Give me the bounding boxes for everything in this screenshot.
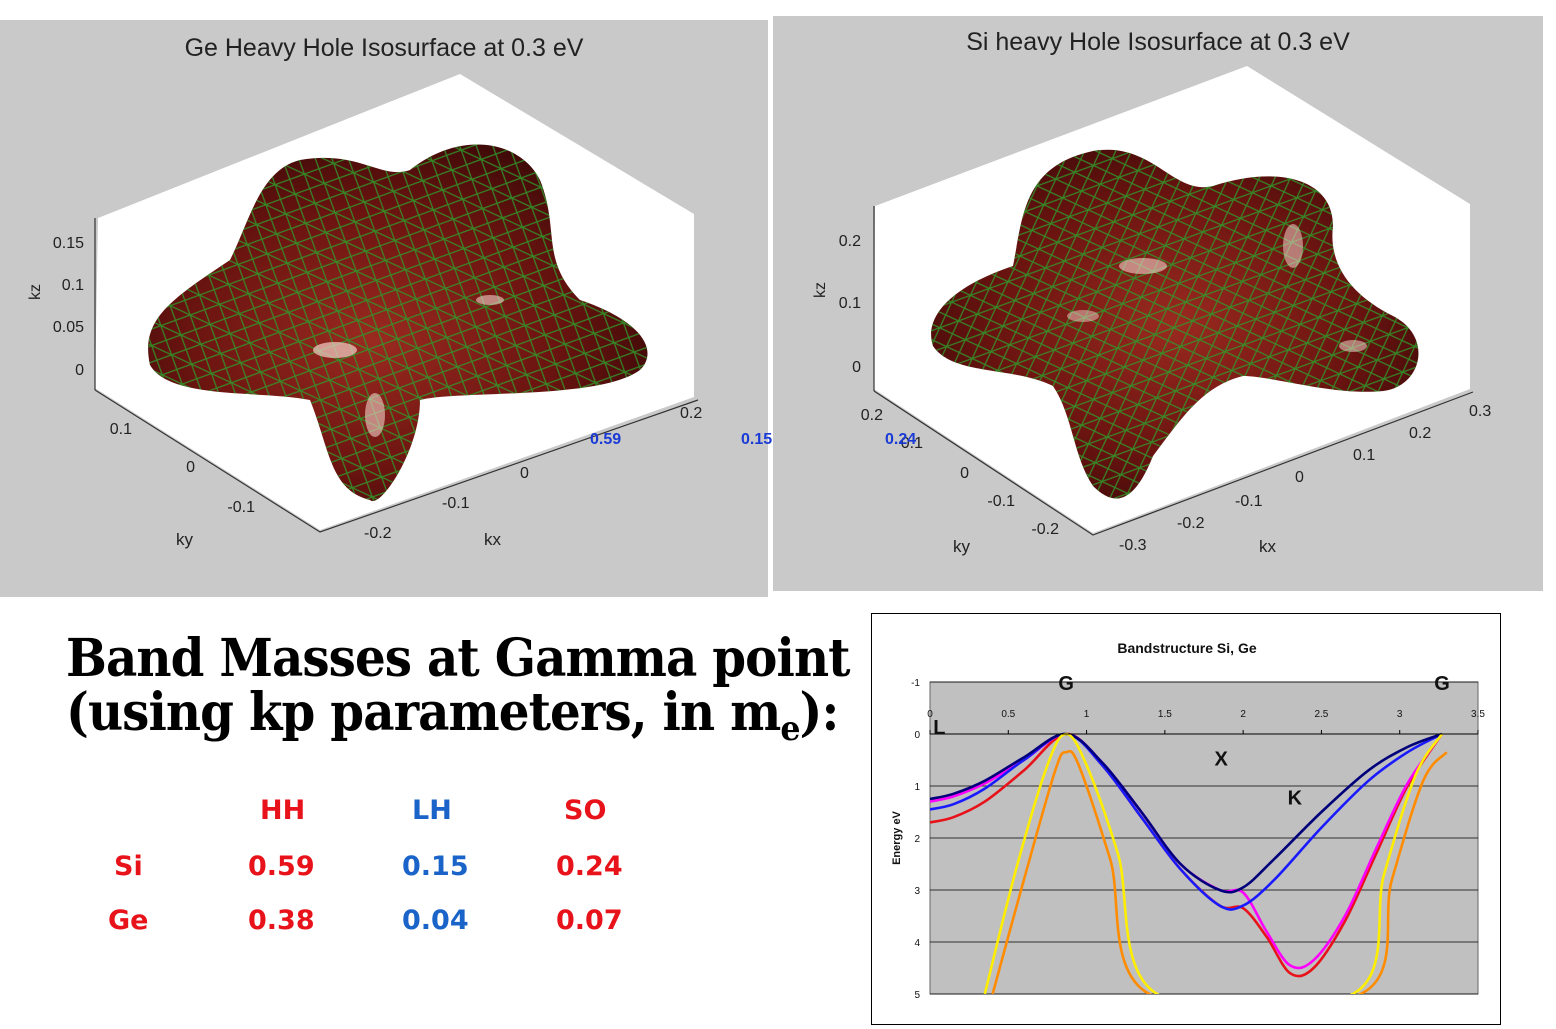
- ge-ky-tick: 0: [186, 459, 195, 476]
- column-header-hh: HH: [260, 795, 306, 826]
- x-tick-labels: 0 0.5 1 1.5 2 2.5 3 3.5: [927, 709, 1485, 735]
- ge-kz-tick: 0: [75, 362, 84, 379]
- heading-line-2: (using kp parameters, in me):: [66, 682, 839, 750]
- ge-kz-label: kz: [27, 284, 44, 300]
- x-tick-label: 1.5: [1158, 709, 1172, 720]
- si-kx-tick: -0.2: [1177, 515, 1205, 532]
- overlay-value: 0.24: [885, 431, 917, 448]
- ge-isosurface-panel: Ge Heavy Hole Isosurface at 0.3 eV 0.15 …: [0, 20, 768, 597]
- ge-kz-tick: 0.1: [62, 277, 84, 294]
- band-series-line: [991, 749, 1448, 994]
- series-group: [930, 732, 1448, 994]
- y-tick-label: 1: [914, 782, 920, 793]
- ge-ky-tick: 0.1: [110, 421, 132, 438]
- si-ky-tick: -0.1: [987, 493, 1015, 510]
- band-masses-heading: Band Masses at Gamma point (using kp par…: [66, 628, 851, 756]
- si-kx-tick: 0.3: [1469, 403, 1491, 420]
- ge-isosurface-title: Ge Heavy Hole Isosurface at 0.3 eV: [184, 34, 584, 62]
- y-tick-label: 3: [914, 886, 920, 897]
- y-tick-label: 5: [914, 990, 920, 1001]
- si-kx-label: kx: [1259, 537, 1277, 556]
- x-tick-label: 0.5: [1001, 709, 1015, 720]
- ge-hh-mass: 0.38: [248, 905, 315, 936]
- si-isosurface-plot: 0.2 0.1 0 kz 0.2 0.1 0 -0.1 -0.2 ky 0.3 …: [812, 66, 1491, 556]
- point-label: X: [1215, 748, 1229, 770]
- band-series-line: [930, 732, 1443, 894]
- point-label: K: [1288, 787, 1303, 809]
- si-kz-label: kz: [812, 282, 829, 298]
- heading-subscript: e: [780, 709, 800, 749]
- ge-isosurface-plot: 0.15 0.1 0.05 0 kz 0.1 0 -0.1 ky 0.2 0 -…: [27, 74, 702, 549]
- row-label-ge: Ge: [108, 905, 149, 936]
- y-tick-label: 2: [914, 834, 920, 845]
- si-ky-tick: 0.2: [861, 407, 883, 424]
- point-label: G: [1434, 673, 1450, 695]
- si-hh-mass: 0.59: [248, 851, 315, 882]
- ge-ky-label: ky: [176, 530, 194, 549]
- column-header-lh: LH: [412, 795, 452, 826]
- si-kx-tick: -0.1: [1235, 493, 1263, 510]
- heading-line-1: Band Masses at Gamma point: [66, 628, 851, 689]
- si-ky-tick: -0.2: [1031, 521, 1059, 538]
- y-tick-label: -1: [911, 678, 920, 689]
- ge-kx-tick: -0.2: [364, 525, 392, 542]
- y-axis-label: Energy eV: [891, 810, 903, 864]
- bandstructure-chart: Bandstructure Si, Ge 0 0.5 1 1.5 2 2.5 3 3.5 -1…: [891, 640, 1485, 1001]
- ge-kx-tick: 0: [520, 465, 529, 482]
- si-kz-tick: 0.2: [839, 233, 861, 250]
- x-tick-label: 1: [1084, 709, 1090, 720]
- ge-ky-tick: -0.1: [227, 499, 255, 516]
- x-tick-label: 3.5: [1471, 709, 1485, 720]
- si-kx-tick: 0.2: [1409, 425, 1431, 442]
- overlay-value: 0.15: [741, 431, 773, 448]
- x-tick-label: 3: [1397, 709, 1403, 720]
- si-kx-tick: 0.1: [1353, 447, 1375, 464]
- band-series-line: [930, 732, 1443, 911]
- x-tick-label: 0: [927, 709, 933, 720]
- si-ky-tick: 0: [960, 465, 969, 482]
- bandstructure-chart-frame: Bandstructure Si, Ge 0 0.5 1 1.5 2 2.5 3 3.5 -1…: [871, 613, 1501, 1025]
- chart-title: Bandstructure Si, Ge: [1117, 640, 1256, 656]
- x-tick-label: 2.5: [1314, 709, 1328, 720]
- si-kx-tick: 0: [1295, 469, 1304, 486]
- si-so-mass: 0.24: [556, 851, 623, 882]
- row-label-si: Si: [114, 851, 143, 882]
- point-label: G: [1058, 673, 1074, 695]
- si-isosurface-panel: Si heavy Hole Isosurface at 0.3 eV 0.2 0…: [773, 16, 1543, 591]
- y-tick-label: 0: [914, 730, 920, 741]
- band-series-line: [983, 732, 1444, 994]
- annotations: G G L X K: [933, 673, 1449, 809]
- si-kz-tick: 0: [852, 359, 861, 376]
- column-header-so: SO: [564, 795, 607, 826]
- point-label: L: [933, 717, 945, 739]
- si-lh-mass: 0.15: [402, 851, 469, 882]
- ge-kz-tick: 0.15: [53, 235, 84, 252]
- ge-kz-tick: 0.05: [53, 319, 84, 336]
- ge-kx-label: kx: [484, 530, 502, 549]
- si-kz-tick: 0.1: [839, 295, 861, 312]
- ge-kx-tick: -0.1: [442, 495, 470, 512]
- overlay-value: 0.59: [590, 431, 622, 448]
- si-ky-label: ky: [953, 537, 971, 556]
- si-kx-tick: -0.3: [1119, 537, 1147, 554]
- si-isosurface-title: Si heavy Hole Isosurface at 0.3 eV: [966, 28, 1350, 56]
- y-tick-label: 4: [914, 938, 920, 949]
- ge-kx-tick: 0.2: [680, 405, 702, 422]
- y-tick-labels: -1 0 1 2 3 4 5: [911, 678, 920, 1001]
- ge-so-mass: 0.07: [556, 905, 623, 936]
- ge-surface-mesh: [148, 144, 648, 502]
- si-ky-tick: 0.1: [901, 435, 923, 452]
- ge-lh-mass: 0.04: [402, 905, 469, 936]
- x-tick-label: 2: [1240, 709, 1246, 720]
